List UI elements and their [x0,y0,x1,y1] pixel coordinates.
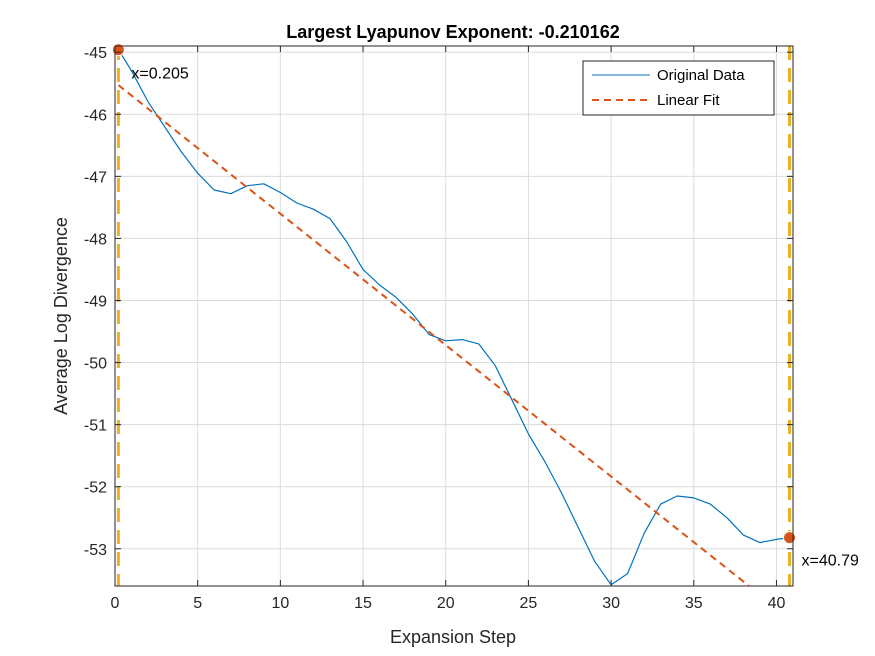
series-line-linear-fit [117,84,750,587]
x-tick-label: 35 [685,595,703,612]
x-tick-label: 5 [193,595,202,612]
y-tick-label: -53 [84,542,107,559]
tick-layer: 0 5 10 15 20 25 30 35 40 -45 -46 -47 -48 -49 -50 -51 -52… [84,45,793,612]
annotation-label-2: x=40.79 [802,553,859,570]
legend: Original Data Linear Fit [582,60,775,116]
x-tick-label: 30 [602,595,620,612]
y-tick-label: -52 [84,480,107,497]
annotation-marker-2 [783,531,797,545]
y-tick-label: -46 [84,107,107,124]
x-tick-label: 15 [354,595,372,612]
y-tick-label: -50 [84,356,107,373]
x-tick-label: 40 [768,595,786,612]
y-tick-label: -51 [84,418,107,435]
y-tick-label: -48 [84,231,107,248]
y-tick-label: -49 [84,293,107,310]
x-tick-label: 10 [271,595,289,612]
plot-area-frame [114,45,794,587]
y-tick-label: -45 [84,45,107,62]
series-line-original-data [117,49,790,586]
x-tick-label: 25 [520,595,538,612]
y-tick-label: -47 [84,169,107,186]
chart-title: Largest Lyapunov Exponent: -0.210162 [286,22,619,42]
y-axis-title: Average Log Divergence [51,217,71,415]
plot-area-background [115,46,793,586]
legend-label-original-data: Original Data [657,67,745,84]
legend-label-linear-fit: Linear Fit [657,92,720,109]
annotation-label-1: x=0.205 [131,66,188,83]
legend-box [582,60,775,116]
x-tick-label: 20 [437,595,455,612]
x-axis-title: Expansion Step [390,627,516,647]
x-tick-label: 0 [111,595,120,612]
grid-layer [114,46,793,586]
